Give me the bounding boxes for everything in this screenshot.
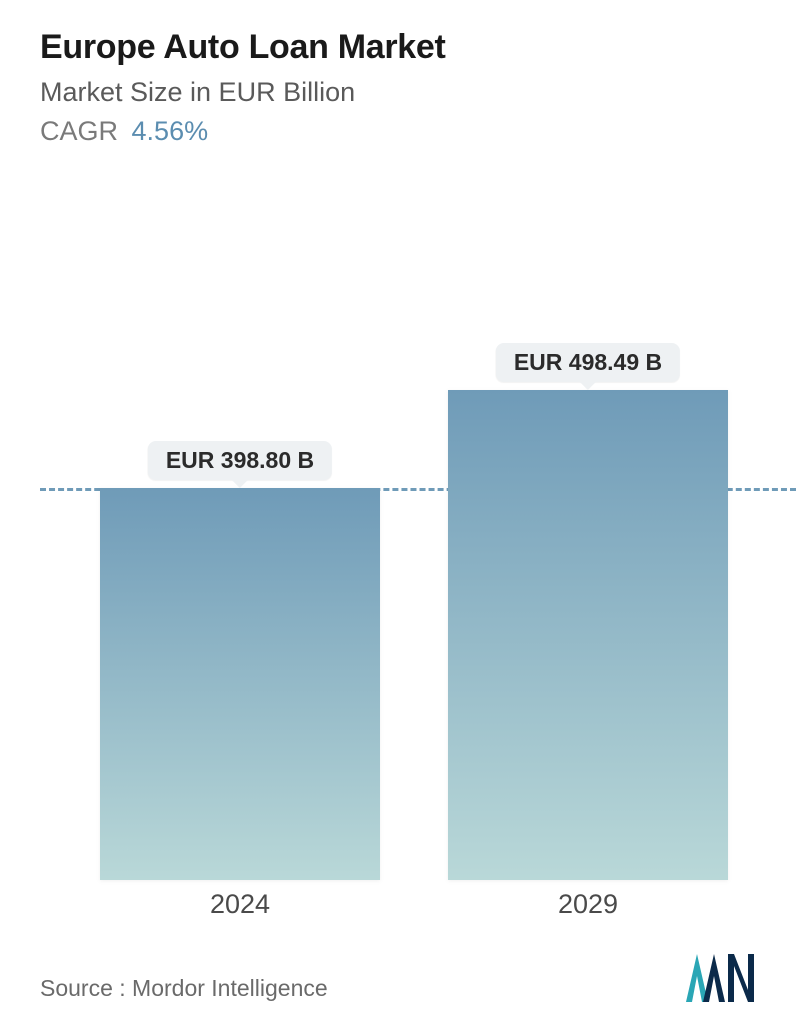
value-badge: EUR 398.80 B [148,441,332,480]
cagr-value: 4.56% [132,116,209,146]
logo-n-stroke-1 [728,954,754,1002]
bar [100,488,380,880]
x-axis-label: 2029 [558,889,618,920]
cagr-row: CAGR 4.56% [40,116,756,147]
cagr-label: CAGR [40,116,118,146]
x-axis-label: 2024 [210,889,270,920]
page-subtitle: Market Size in EUR Billion [40,77,756,108]
source-text: Source : Mordor Intelligence [40,975,328,1002]
page-title: Europe Auto Loan Market [40,28,756,67]
logo-m-stroke-2 [703,954,725,1002]
brand-logo [686,954,756,1002]
bar [448,390,728,880]
value-badge: EUR 498.49 B [496,343,680,382]
bar-chart: EUR 398.80 B 2024 EUR 498.49 B 2029 [0,200,796,920]
